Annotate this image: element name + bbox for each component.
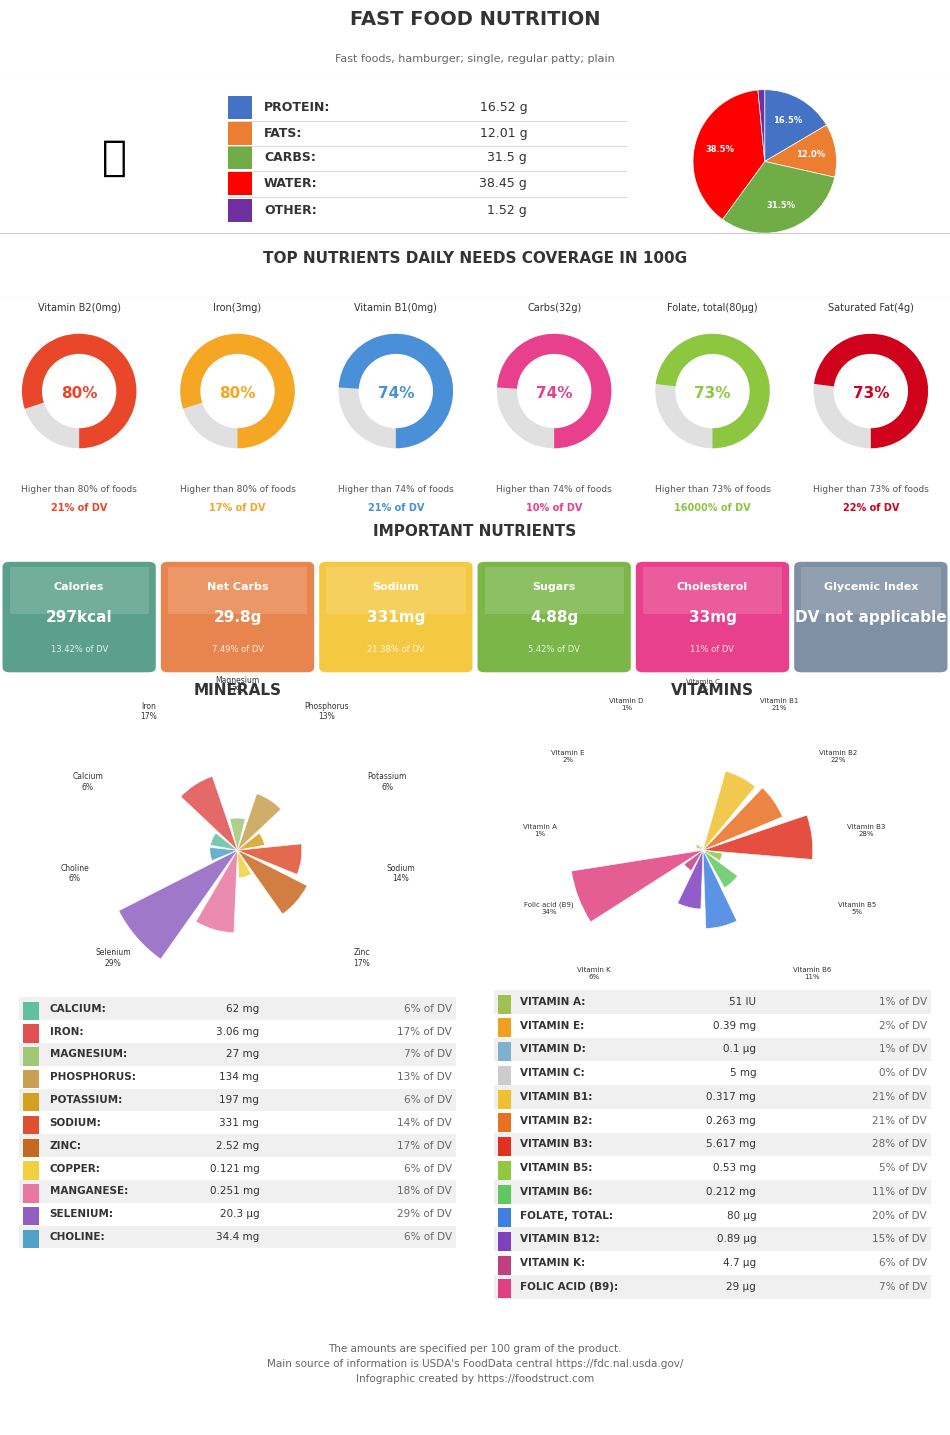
Text: Higher than 74% of foods: Higher than 74% of foods [496, 485, 612, 494]
Text: Vitamin K
6%: Vitamin K 6% [577, 967, 611, 980]
Text: 🍔: 🍔 [102, 136, 126, 179]
Text: 16.52 g: 16.52 g [480, 100, 527, 115]
Text: 4.7 μg: 4.7 μg [723, 1258, 756, 1269]
Text: 34.4 mg: 34.4 mg [216, 1233, 259, 1243]
Text: 73%: 73% [852, 386, 889, 402]
Text: VITAMIN B3:: VITAMIN B3: [521, 1139, 593, 1149]
Bar [494, 1109, 931, 1132]
Bar [210, 834, 238, 850]
Text: 12.0%: 12.0% [796, 149, 826, 159]
FancyBboxPatch shape [3, 561, 156, 672]
FancyBboxPatch shape [636, 561, 789, 672]
Text: Iron
17%: Iron 17% [141, 702, 157, 722]
FancyBboxPatch shape [794, 561, 947, 672]
Bar [494, 1274, 931, 1299]
Bar [499, 1280, 511, 1299]
Wedge shape [339, 334, 453, 448]
Text: Vitamin A
1%: Vitamin A 1% [522, 824, 557, 837]
Text: 0.39 mg: 0.39 mg [713, 1020, 756, 1030]
Text: Net Carbs: Net Carbs [207, 583, 268, 591]
Text: 21% of DV: 21% of DV [872, 1115, 926, 1125]
FancyBboxPatch shape [482, 565, 627, 614]
Text: 4.88g: 4.88g [530, 610, 579, 624]
Bar [24, 1116, 39, 1134]
Text: The amounts are specified per 100 gram of the product.
Main source of informatio: The amounts are specified per 100 gram o… [267, 1345, 683, 1383]
Text: 6% of DV: 6% of DV [404, 1164, 451, 1174]
Bar [703, 815, 813, 860]
Bar [19, 1157, 456, 1180]
Text: Vitamin C
0%: Vitamin C 0% [686, 679, 720, 692]
Text: 38.45 g: 38.45 g [480, 177, 527, 191]
Text: 20.3 μg: 20.3 μg [219, 1210, 259, 1220]
Bar [19, 1203, 456, 1225]
Wedge shape [22, 334, 137, 448]
Bar [677, 850, 703, 908]
Text: 15% of DV: 15% of DV [872, 1234, 926, 1244]
Text: 28% of DV: 28% of DV [872, 1139, 926, 1149]
Wedge shape [656, 334, 770, 448]
Bar [24, 1161, 39, 1180]
Wedge shape [758, 89, 765, 162]
Text: Carbs(32g): Carbs(32g) [527, 303, 581, 313]
Text: 1.52 g: 1.52 g [487, 204, 527, 218]
Text: Manganese
18%: Manganese 18% [169, 999, 213, 1017]
Text: 80 μg: 80 μg [727, 1211, 756, 1221]
Text: 6% of DV: 6% of DV [404, 1003, 451, 1013]
Text: 80%: 80% [219, 386, 256, 402]
FancyBboxPatch shape [478, 561, 631, 672]
Bar [19, 997, 456, 1020]
Wedge shape [497, 334, 612, 448]
Text: COPPER:: COPPER: [49, 1164, 101, 1174]
Bar [695, 845, 703, 850]
Text: 1% of DV: 1% of DV [879, 1045, 926, 1055]
FancyBboxPatch shape [165, 565, 310, 614]
Text: Vitamin B2(0mg): Vitamin B2(0mg) [38, 303, 121, 313]
Bar [238, 794, 281, 850]
Bar [499, 1066, 511, 1085]
Bar [24, 1230, 39, 1248]
Text: 17% of DV: 17% of DV [209, 502, 266, 512]
Text: 5% of DV: 5% of DV [879, 1164, 926, 1174]
Text: 6% of DV: 6% of DV [404, 1095, 451, 1105]
FancyBboxPatch shape [161, 561, 314, 672]
Text: 331mg: 331mg [367, 610, 425, 624]
Text: Sugars: Sugars [533, 583, 576, 591]
Bar [19, 1043, 456, 1066]
Text: 10% of DV: 10% of DV [526, 502, 582, 512]
Text: 2.52 mg: 2.52 mg [216, 1141, 259, 1151]
Text: Vitamin B1(0mg): Vitamin B1(0mg) [354, 303, 437, 313]
Text: WATER:: WATER: [264, 177, 317, 191]
Text: 16.5%: 16.5% [773, 116, 803, 125]
Bar [499, 1161, 511, 1180]
Text: VITAMIN E:: VITAMIN E: [521, 1020, 584, 1030]
Bar [499, 1089, 511, 1109]
Wedge shape [180, 334, 294, 448]
Text: 5 mg: 5 mg [730, 1068, 756, 1078]
Text: Cholesterol: Cholesterol [677, 583, 748, 591]
Bar [499, 1208, 511, 1227]
Text: 7.49% of DV: 7.49% of DV [212, 644, 263, 654]
Text: DV not applicable: DV not applicable [795, 610, 946, 624]
Text: 31.5%: 31.5% [767, 201, 796, 210]
Text: 74%: 74% [377, 386, 414, 402]
FancyBboxPatch shape [640, 565, 785, 614]
Bar [494, 1204, 931, 1227]
Bar [24, 1071, 39, 1088]
Text: Folic acid (B9)
34%: Folic acid (B9) 34% [524, 901, 574, 916]
Bar [228, 122, 252, 145]
Bar [684, 850, 703, 871]
Wedge shape [22, 334, 137, 448]
Bar [700, 847, 703, 850]
FancyBboxPatch shape [319, 561, 472, 672]
Text: 38.5%: 38.5% [705, 145, 734, 154]
Bar [210, 848, 238, 861]
Text: Higher than 73% of foods: Higher than 73% of foods [813, 485, 929, 494]
Bar [24, 1207, 39, 1225]
Text: 17% of DV: 17% of DV [397, 1026, 451, 1036]
Text: CALCIUM:: CALCIUM: [49, 1003, 106, 1013]
Text: 3.06 mg: 3.06 mg [217, 1026, 259, 1036]
Text: 14% of DV: 14% of DV [397, 1118, 451, 1128]
Text: Folate_total
20%: Folate_total 20% [722, 1003, 763, 1017]
Text: MANGANESE:: MANGANESE: [49, 1187, 128, 1197]
Text: Magnesium
7%: Magnesium 7% [216, 676, 259, 696]
